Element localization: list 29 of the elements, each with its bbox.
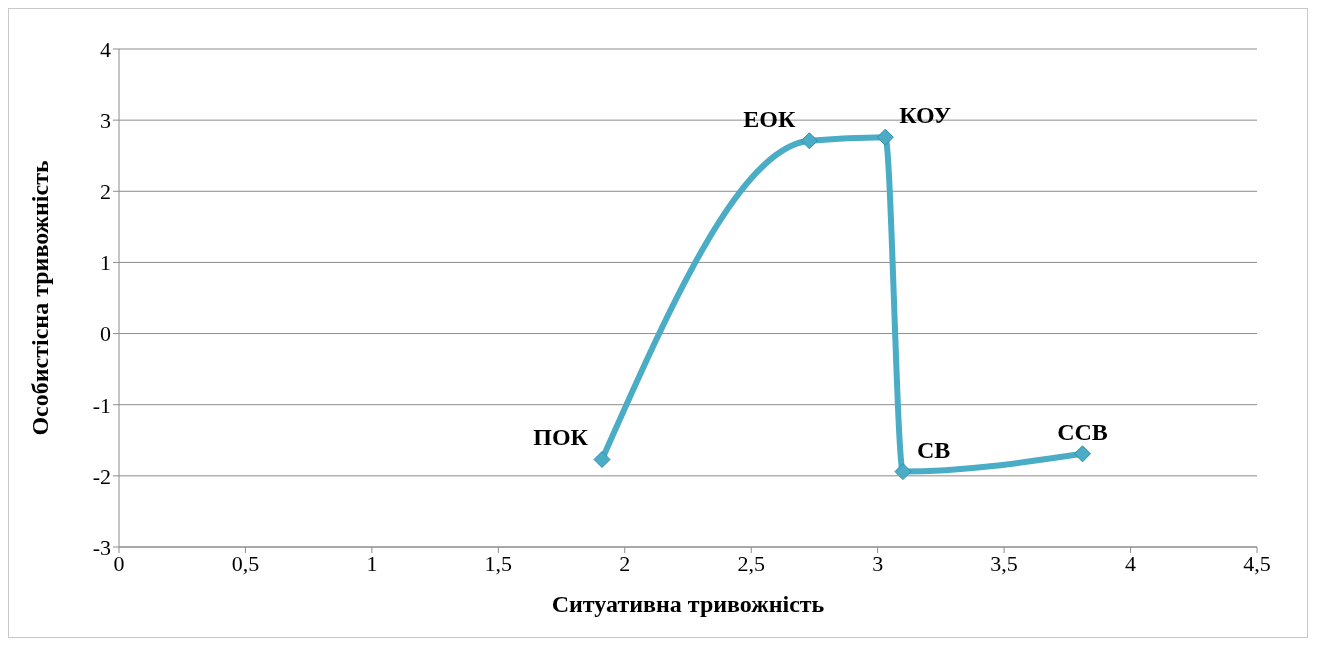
point: [876, 128, 894, 146]
x-tick-label: 2: [619, 550, 631, 576]
y-tick-label: 1: [100, 250, 111, 276]
y-tick-label: -3: [92, 534, 111, 560]
x-tick-label: 2,5: [737, 550, 765, 576]
x-tick-label: 1: [366, 550, 378, 576]
x-tick-label: 3,5: [990, 550, 1018, 576]
x-tick-label: 4,5: [1243, 550, 1271, 576]
y-tick-label: 4: [100, 36, 111, 62]
y-tick-label: 3: [100, 107, 111, 133]
y-tick-label: 2: [100, 179, 111, 205]
x-tick-label: 0,5: [231, 550, 260, 576]
annotation: СВ: [916, 436, 951, 463]
y-axis-title: Особистісна тривожність: [26, 160, 53, 436]
y-tick-label: 0: [100, 321, 111, 347]
annotation: ПОК: [533, 424, 589, 451]
y-tick-label: -2: [92, 463, 111, 489]
point: [1074, 445, 1092, 463]
annotation: КОУ: [899, 102, 952, 129]
point: [593, 450, 611, 468]
y-tick-label: -1: [92, 392, 111, 418]
point: [894, 463, 912, 481]
x-axis-title: Ситуативна тривожність: [551, 591, 825, 617]
point: [800, 132, 818, 150]
x-tick-label: 4: [1125, 550, 1137, 576]
annotation: ЕОК: [743, 105, 796, 132]
x-tick-label: 1,5: [484, 550, 513, 576]
annotation: ССВ: [1057, 418, 1108, 445]
x-tick-label: 3: [872, 550, 884, 576]
